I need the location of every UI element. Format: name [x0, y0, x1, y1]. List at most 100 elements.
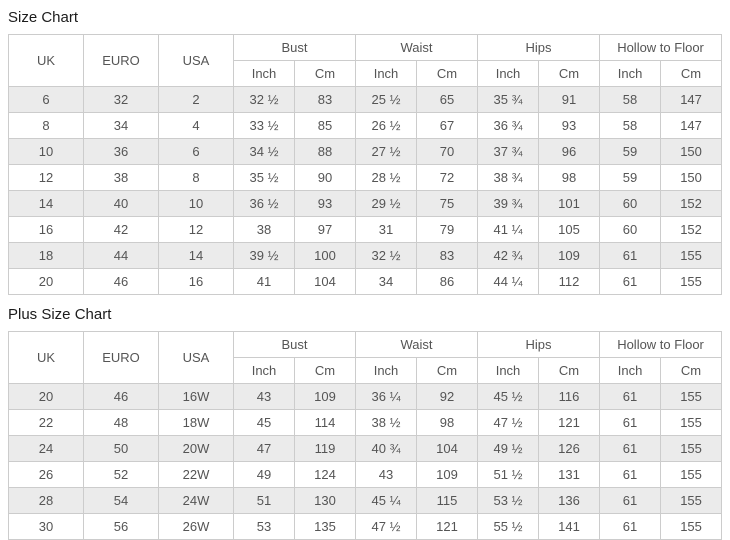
header-group-bust: Bust — [232, 34, 357, 61]
table-cell: 29 ½ — [355, 190, 418, 217]
table-cell: 20 — [8, 383, 84, 410]
table-cell: 36 — [83, 138, 159, 165]
table-cell: 46 — [83, 268, 159, 295]
table-cell: 28 — [8, 487, 84, 514]
table-cell: 22W — [158, 461, 234, 488]
table-cell: 16 — [8, 216, 84, 243]
header-group-hips: Hips — [477, 34, 601, 61]
header-hollow-cm: Cm — [660, 357, 723, 384]
table-cell: 135 — [293, 513, 357, 540]
plus-size-chart-header: UK EURO USA Bust Waist Hips Hollow to Fl… — [8, 331, 723, 384]
table-cell: 33 ½ — [233, 112, 295, 139]
table-row: 20 46 16 41 104 34 86 44 ¼ 112 61 155 — [8, 268, 723, 295]
table-cell: 45 ½ — [477, 383, 540, 410]
header-group-hips: Hips — [477, 331, 601, 358]
header-bust-cm: Cm — [293, 357, 357, 384]
table-cell: 36 ¼ — [355, 383, 418, 410]
table-cell: 14 — [158, 242, 234, 269]
table-cell: 8 — [8, 112, 84, 139]
size-chart-header: UK EURO USA Bust Waist Hips Hollow to Fl… — [8, 34, 723, 87]
header-group-waist: Waist — [355, 34, 479, 61]
table-cell: 35 ¾ — [477, 86, 540, 113]
table-cell: 79 — [416, 216, 479, 243]
table-cell: 8 — [158, 164, 234, 191]
table-cell: 22 — [8, 409, 84, 436]
table-cell: 53 ½ — [477, 487, 540, 514]
table-cell: 43 — [355, 461, 418, 488]
table-cell: 112 — [538, 268, 601, 295]
table-cell: 14 — [8, 190, 84, 217]
header-hollow-inch: Inch — [599, 357, 662, 384]
header-uk: UK — [8, 331, 84, 384]
table-cell: 53 — [233, 513, 295, 540]
plus-size-chart-table: UK EURO USA Bust Waist Hips Hollow to Fl… — [8, 331, 723, 540]
table-cell: 155 — [660, 487, 723, 514]
table-cell: 109 — [538, 242, 601, 269]
table-cell: 27 ½ — [355, 138, 418, 165]
table-cell: 44 — [83, 242, 159, 269]
table-cell: 18 — [8, 242, 84, 269]
table-cell: 97 — [293, 216, 357, 243]
table-cell: 46 — [83, 383, 159, 410]
header-hollow-inch: Inch — [599, 60, 662, 87]
table-cell: 20 — [8, 268, 84, 295]
table-cell: 61 — [599, 242, 662, 269]
table-row: 16 42 12 38 97 31 79 41 ¼ 105 60 152 — [8, 216, 723, 243]
header-hips-inch: Inch — [477, 357, 540, 384]
plus-size-chart-body: 20 46 16W 43 109 36 ¼ 92 45 ½ 116 61 155 22 48 18W 45 1… — [8, 383, 723, 540]
table-cell: 25 ½ — [355, 86, 418, 113]
table-cell: 18W — [158, 409, 234, 436]
table-row: 8 34 4 33 ½ 85 26 ½ 67 36 ¾ 93 58 147 — [8, 112, 723, 139]
table-cell: 121 — [538, 409, 601, 436]
table-cell: 6 — [8, 86, 84, 113]
table-cell: 60 — [599, 190, 662, 217]
table-cell: 32 ½ — [355, 242, 418, 269]
table-cell: 150 — [660, 138, 723, 165]
table-cell: 61 — [599, 487, 662, 514]
table-row: 30 56 26W 53 135 47 ½ 121 55 ½ 141 61 155 — [8, 513, 723, 540]
header-bust-inch: Inch — [233, 60, 295, 87]
header-waist-cm: Cm — [416, 357, 479, 384]
table-cell: 70 — [416, 138, 479, 165]
table-cell: 93 — [538, 112, 601, 139]
header-group-hollow-to-floor: Hollow to Floor — [599, 34, 723, 61]
table-row: 18 44 14 39 ½ 100 32 ½ 83 42 ¾ 109 61 155 — [8, 242, 723, 269]
table-cell: 109 — [293, 383, 357, 410]
table-cell: 49 — [233, 461, 295, 488]
table-row: 26 52 22W 49 124 43 109 51 ½ 131 61 155 — [8, 461, 723, 488]
table-row: 6 32 2 32 ½ 83 25 ½ 65 35 ¾ 91 58 147 — [8, 86, 723, 113]
table-cell: 67 — [416, 112, 479, 139]
table-cell: 6 — [158, 138, 234, 165]
table-cell: 26 — [8, 461, 84, 488]
table-cell: 155 — [660, 513, 723, 540]
table-cell: 36 ¾ — [477, 112, 540, 139]
header-usa: USA — [158, 331, 234, 384]
table-cell: 90 — [293, 164, 357, 191]
table-cell: 155 — [660, 242, 723, 269]
table-cell: 41 ¼ — [477, 216, 540, 243]
table-cell: 42 ¾ — [477, 242, 540, 269]
table-cell: 83 — [293, 86, 357, 113]
table-cell: 59 — [599, 164, 662, 191]
table-cell: 26 ½ — [355, 112, 418, 139]
table-cell: 12 — [8, 164, 84, 191]
table-cell: 155 — [660, 435, 723, 462]
table-cell: 16W — [158, 383, 234, 410]
table-cell: 88 — [293, 138, 357, 165]
table-cell: 2 — [158, 86, 234, 113]
table-cell: 37 ¾ — [477, 138, 540, 165]
table-cell: 61 — [599, 409, 662, 436]
table-cell: 16 — [158, 268, 234, 295]
table-cell: 40 — [83, 190, 159, 217]
table-cell: 147 — [660, 112, 723, 139]
table-cell: 115 — [416, 487, 479, 514]
table-cell: 32 — [83, 86, 159, 113]
table-cell: 32 ½ — [233, 86, 295, 113]
table-cell: 130 — [293, 487, 357, 514]
table-cell: 147 — [660, 86, 723, 113]
header-uk: UK — [8, 34, 84, 87]
size-chart-body: 6 32 2 32 ½ 83 25 ½ 65 35 ¾ 91 58 147 8 34 4 33 ½ 85 26 … — [8, 86, 723, 295]
table-cell: 47 — [233, 435, 295, 462]
table-cell: 38 — [233, 216, 295, 243]
header-bust-inch: Inch — [233, 357, 295, 384]
